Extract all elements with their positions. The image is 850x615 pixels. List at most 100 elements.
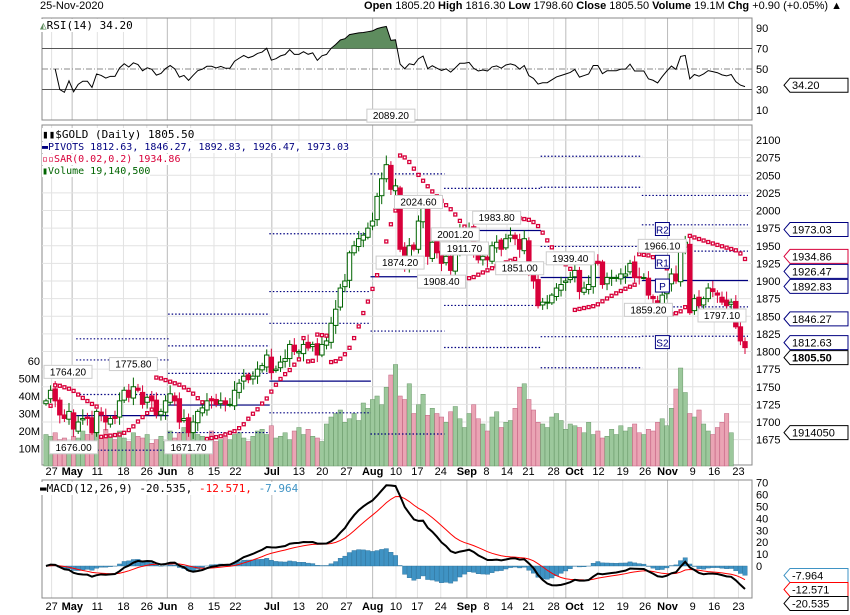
candle-body [544, 301, 550, 304]
sar-dot [535, 223, 541, 229]
rsi-tick-label: 10 [756, 105, 768, 117]
sar-dot [595, 302, 600, 307]
candle-body [447, 255, 454, 271]
close-value: 1805.50 [609, 0, 650, 12]
x-tick-label: 18 [117, 466, 129, 478]
sar-dot [687, 233, 692, 239]
macd-hist-bar [287, 560, 293, 567]
x-tick-label-bottom: 22 [229, 601, 241, 613]
sar-dot [443, 203, 449, 208]
macd-hist-bar [471, 565, 477, 573]
price-tick-label: 1775 [756, 364, 780, 376]
pivots-legend: ▬PIVOTS 1812.63, 1846.27, 1892.83, 1926.… [42, 142, 350, 153]
macd-hist-bar [360, 549, 366, 567]
macd-hist-bar [379, 549, 385, 567]
volume-bar [540, 423, 546, 467]
candle-body [356, 238, 362, 247]
macd-hist-bar [604, 562, 610, 567]
macd-hist-bar [627, 561, 633, 567]
candle-body [710, 288, 716, 293]
candle-body [172, 395, 178, 402]
candle-body [590, 262, 596, 288]
candle-body [149, 395, 155, 402]
macd-hist-bar [724, 565, 730, 569]
sar-dot [489, 266, 495, 271]
candle-body [631, 261, 638, 278]
ohlc-summary: Open 1805.20 High 1816.30 Low 1798.60 Cl… [364, 0, 842, 12]
volume-bar [650, 430, 656, 467]
x-tick-label: 13 [293, 466, 305, 478]
macd-tick-label: 50 [756, 502, 768, 514]
x-tick-label: 28 [548, 466, 560, 478]
sar-dot [733, 248, 738, 253]
volume-bar [287, 439, 293, 467]
volume-bar [567, 423, 573, 467]
annotation-label: 1908.40 [423, 277, 460, 288]
x-tick-label-bottom: 8 [483, 601, 489, 613]
sar-dot [522, 216, 527, 222]
volume-tick-label: 20M [19, 426, 40, 438]
sar-dot [342, 352, 348, 357]
volume-tick-label: 60 [28, 356, 40, 368]
candle-body [47, 389, 54, 400]
volume-bar [687, 413, 693, 467]
candle-body [204, 400, 210, 411]
candle-body [650, 296, 656, 300]
x-tick-label: 15 [208, 466, 220, 478]
volume-bar [282, 432, 288, 467]
sar-dot [526, 217, 532, 222]
candle-body [434, 239, 440, 254]
candle-body [636, 276, 642, 279]
price-tick-label: 1750 [756, 382, 780, 394]
x-tick-label-bottom: 23 [732, 601, 744, 613]
x-tick-label: Jun [158, 466, 178, 478]
x-tick-label-bottom: 13 [293, 601, 305, 613]
annotation-label: 1939.40 [552, 254, 589, 265]
sar-dot [255, 407, 260, 412]
candle-body [424, 207, 431, 257]
volume-bar [397, 395, 403, 467]
macd-hist-bar [434, 565, 440, 582]
volume-bar [452, 406, 458, 467]
sar-dot [646, 253, 651, 258]
sar-dot [236, 426, 242, 431]
low-label: Low [508, 0, 531, 12]
price-tick-label: 2100 [756, 135, 780, 147]
macd-hist-bar [365, 550, 371, 567]
candle-body [585, 284, 592, 290]
candle-body [107, 417, 114, 425]
volume-bar [457, 418, 463, 467]
candle-body [723, 299, 730, 307]
macd-hist-bar [452, 565, 458, 582]
candle-body [443, 255, 449, 264]
volume-bar [273, 437, 279, 467]
macd-hist-bar [733, 565, 739, 572]
pivot-tag [654, 222, 670, 237]
macd-legend: ▬MACD(12,26,9) -20.535, -12.571, -7.964 [40, 482, 299, 495]
candle-body [351, 245, 357, 254]
sar-dot [485, 268, 490, 273]
sar-dot [420, 178, 426, 183]
volume-bar [494, 411, 500, 467]
candle-body [512, 234, 518, 240]
x-tick-label-bottom: 9 [690, 601, 696, 613]
annotation-label: 1966.10 [644, 241, 681, 252]
sar-dot [351, 335, 357, 341]
volume-bar [705, 430, 711, 467]
candle-body [310, 343, 316, 348]
candle-body [346, 252, 353, 281]
sar-dot [397, 153, 403, 158]
volume-bar [471, 404, 477, 467]
annotation-box [43, 364, 93, 379]
sar-dot [637, 252, 642, 257]
sar-dot [618, 288, 623, 294]
candle-body [608, 276, 615, 279]
candle-body [296, 351, 302, 354]
rsi-legend: ◭RSI(14) 34.20 [40, 19, 133, 32]
sar-dot [706, 239, 711, 245]
volume-bar [714, 427, 720, 467]
macd-hist: -7.964 [258, 482, 299, 495]
candle-body [84, 416, 91, 419]
macd-hist-bar [259, 558, 265, 567]
macd-hist-bar [337, 558, 343, 567]
